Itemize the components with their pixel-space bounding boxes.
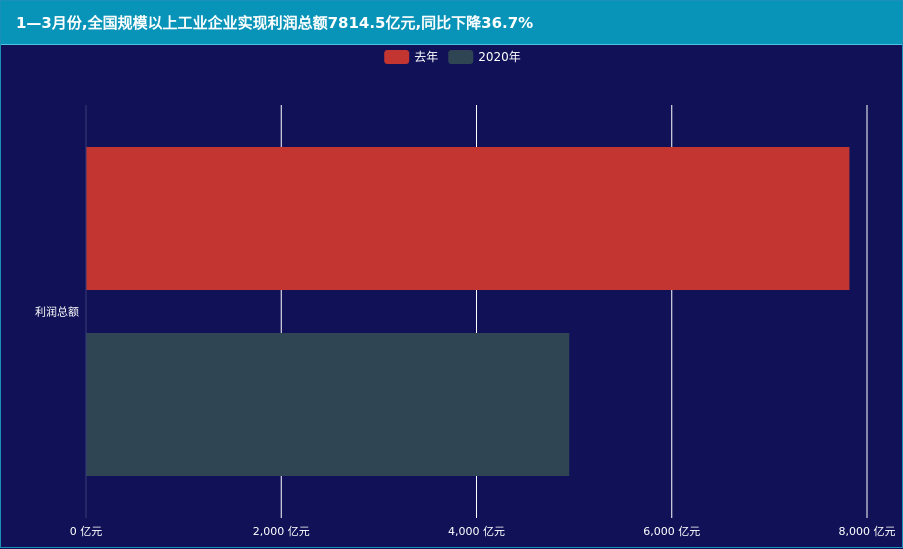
legend-item[interactable]: 2020年 [448,50,521,64]
legend-swatch [384,50,410,64]
x-tick-label: 6,000 亿元 [643,525,700,538]
x-axis: 0 亿元 2,000 亿元 4,000 亿元 6,000 亿元 8,000 亿元 [70,525,896,538]
x-tick-label: 2,000 亿元 [253,525,310,538]
legend-swatch [448,50,474,64]
legend-label: 2020年 [478,50,521,64]
legend[interactable]: 去年 2020年 [384,50,521,64]
bars [86,147,850,476]
legend-label: 去年 [414,50,438,64]
bar-去年[interactable] [86,147,850,290]
y-axis: 利润总额 [35,105,87,518]
chart-header: 1—3月份,全国规模以上工业企业实现利润总额7814.5亿元,同比下降36.7% [1,1,902,45]
category-label: 利润总额 [35,305,79,319]
x-tick-label: 0 亿元 [70,525,103,538]
x-tick-label: 4,000 亿元 [448,525,505,538]
x-tick-label: 8,000 亿元 [839,525,896,538]
legend-item[interactable]: 去年 [384,50,438,64]
bar-2020年[interactable] [86,333,570,476]
chart-title: 1—3月份,全国规模以上工业企业实现利润总额7814.5亿元,同比下降36.7% [16,14,534,32]
